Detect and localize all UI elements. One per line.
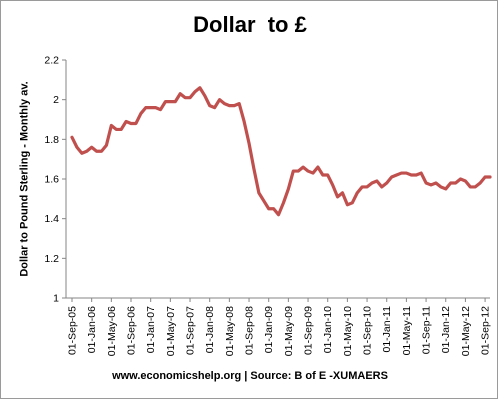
x-tick-label: 01-May-06 [106, 306, 118, 356]
x-tick-label: 01-Jan-08 [204, 306, 216, 353]
x-tick-label: 01-May-12 [460, 306, 472, 356]
source-footer: www.economicshelp.org | Source: B of E -… [112, 370, 388, 382]
x-tick-label: 01-Jan-12 [440, 306, 452, 353]
x-tick-label: 01-May-07 [165, 306, 177, 356]
y-tick-label: 1 [53, 293, 59, 305]
x-tick-label: 01-Sep-05 [67, 306, 79, 355]
y-tick-label: 1.6 [44, 174, 59, 186]
series-layer [70, 86, 492, 217]
x-tick-label: 01-Sep-09 [303, 306, 315, 355]
x-tick-label: 01-Sep-10 [362, 306, 374, 355]
y-tick-label: 2.2 [44, 55, 59, 67]
x-tick-label: 01-Sep-12 [480, 306, 492, 355]
x-tick-label: 01-Jan-10 [322, 306, 334, 353]
series-line-dollar-to-pound [70, 86, 492, 217]
x-tick-label: 01-May-10 [342, 306, 354, 356]
x-ticks: 01-Sep-05 01-Jan-06 01-May-06 01-Sep-06 01-J… [67, 298, 492, 356]
x-tick-label: 01-Jan-07 [145, 306, 157, 353]
x-tick-label: 01-May-09 [283, 306, 295, 356]
y-tick-label: 1.2 [44, 253, 59, 265]
x-tick-label: 01-Sep-11 [421, 306, 433, 354]
x-tick-label: 01-Sep-06 [126, 306, 138, 355]
y-tick-label: 1.4 [44, 213, 59, 225]
y-tick-label: 2 [53, 94, 59, 106]
x-tick-label: 01-Sep-07 [185, 306, 197, 355]
x-tick-label: 01-May-11 [401, 306, 413, 356]
x-tick-label: 01-May-08 [224, 306, 236, 356]
x-tick-label: 01-Sep-08 [244, 306, 256, 355]
y-ticks: 1 1.2 1.4 1.6 1.8 2 2.2 [44, 55, 66, 305]
chart-title: Dollar to £ [193, 12, 307, 37]
x-tick-label: 01-Jan-11 [381, 306, 393, 353]
x-tick-label: 01-Jan-06 [86, 306, 98, 353]
y-tick-label: 1.8 [44, 134, 59, 146]
axes [65, 60, 490, 299]
x-tick-label: 01-Jan-09 [263, 306, 275, 353]
